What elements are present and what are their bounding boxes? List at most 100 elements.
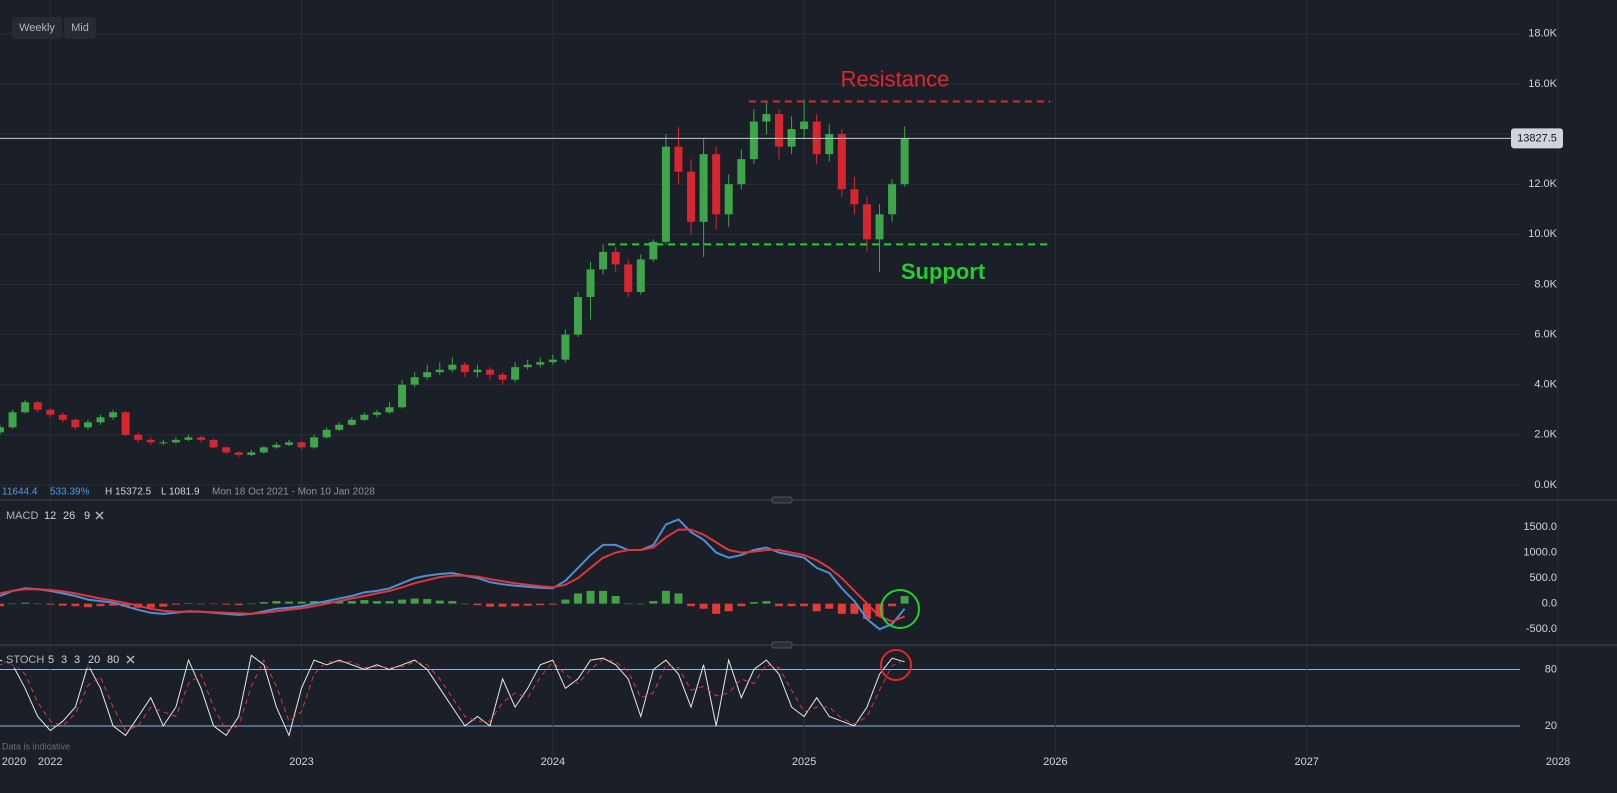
y-tick-label: 10.0K — [1528, 228, 1557, 240]
histogram-bar — [800, 603, 809, 607]
histogram-bar — [222, 603, 231, 605]
candle-body — [423, 372, 432, 378]
y-tick-label: -500.0 — [1526, 623, 1557, 635]
toolbar: Weekly Mid — [12, 17, 96, 39]
indicator-line — [0, 528, 905, 623]
annotation-circle — [880, 649, 912, 681]
candle-body — [687, 171, 696, 222]
pane-title: MACD — [6, 510, 38, 522]
pane-handle[interactable] — [771, 641, 793, 649]
candle-body — [511, 367, 520, 380]
histogram-bar — [561, 599, 570, 604]
histogram-bar — [812, 603, 821, 612]
histogram-bar — [372, 601, 381, 604]
candle-body — [209, 439, 218, 448]
candle-body — [435, 369, 444, 373]
candle-body — [448, 364, 457, 370]
level-label: Resistance — [841, 66, 950, 91]
candle-body — [800, 121, 809, 130]
histogram-bar — [284, 601, 293, 604]
candle-body — [297, 442, 306, 448]
histogram-bar — [96, 603, 105, 607]
param: 3 — [74, 654, 80, 666]
candle-body — [121, 412, 130, 435]
y-tick-label: 16.0K — [1528, 78, 1557, 90]
candle-body — [335, 424, 344, 430]
button-bg[interactable] — [64, 17, 96, 39]
close-icon[interactable] — [95, 511, 104, 520]
candle-body — [322, 429, 331, 438]
histogram-bar — [862, 603, 871, 619]
histogram-bar — [473, 603, 482, 606]
histogram-bar — [398, 599, 407, 604]
candle-body — [674, 146, 683, 172]
candle-body — [523, 364, 532, 368]
candle-body — [284, 442, 293, 445]
button[interactable]: Mid — [71, 22, 89, 34]
y-tick-label: 0.0 — [1542, 598, 1557, 610]
histogram-bar — [247, 603, 256, 605]
candle-body — [749, 121, 758, 160]
button[interactable]: Weekly — [19, 22, 55, 34]
candle-body — [134, 434, 143, 440]
histogram-bar — [310, 601, 319, 604]
candle-body — [0, 427, 4, 433]
candle-body — [272, 444, 281, 448]
candle-body — [96, 417, 105, 423]
candle-body — [862, 204, 871, 240]
annotation-circle — [880, 589, 920, 629]
histogram-bar — [360, 600, 369, 604]
info-low: L 1081.9 — [161, 487, 200, 498]
candle-body — [486, 369, 495, 375]
histogram-bar — [347, 601, 356, 604]
candle-body — [360, 414, 369, 420]
y-tick-label: 6.0K — [1534, 328, 1557, 340]
candle-body — [762, 114, 771, 122]
level-label: Support — [901, 259, 986, 284]
candle-body — [624, 264, 633, 292]
histogram-bar — [586, 590, 595, 604]
candle-body — [410, 377, 419, 385]
last-price-tag — [1511, 128, 1563, 149]
candle-body — [83, 422, 92, 428]
pane-title: STOCH — [6, 654, 44, 666]
y-tick-label: 20 — [1545, 720, 1557, 732]
candle-body — [875, 214, 884, 240]
x-tick-label: 2026 — [1043, 756, 1067, 768]
histogram-bar — [674, 593, 683, 604]
histogram-bar — [460, 603, 469, 605]
button-bg[interactable] — [12, 17, 62, 39]
candle-body — [347, 419, 356, 425]
histogram-bar — [511, 603, 520, 607]
histogram-bar — [83, 603, 92, 608]
histogram-bar — [712, 603, 721, 614]
histogram-bar — [548, 603, 557, 605]
legend-bg — [2, 650, 142, 668]
candle-body — [850, 189, 859, 205]
candle-body — [247, 452, 256, 455]
candle-body — [8, 412, 17, 428]
y-tick-label: 2.0K — [1534, 429, 1557, 441]
candle-body — [661, 146, 670, 242]
histogram-bar — [385, 601, 394, 604]
histogram-bar — [624, 603, 633, 605]
pane-handle[interactable] — [771, 496, 793, 504]
candle-body — [398, 384, 407, 408]
x-tick-label: 2020 — [2, 756, 26, 768]
histogram-bar — [259, 602, 268, 604]
histogram-bar — [787, 603, 796, 607]
histogram-bar — [498, 603, 507, 607]
histogram-bar — [423, 599, 432, 604]
candle-body — [536, 362, 545, 365]
candle-body — [197, 437, 206, 440]
histogram-bar — [599, 590, 608, 604]
histogram-bar — [322, 601, 331, 604]
histogram-bar — [636, 603, 645, 605]
last-price-label: 13827.5 — [1517, 132, 1557, 144]
x-tick-label: 2025 — [792, 756, 816, 768]
candle-body — [548, 359, 557, 363]
histogram-bar — [109, 603, 118, 606]
candle-body — [159, 442, 168, 444]
close-icon[interactable] — [126, 655, 135, 664]
histogram-bar — [184, 603, 193, 604]
